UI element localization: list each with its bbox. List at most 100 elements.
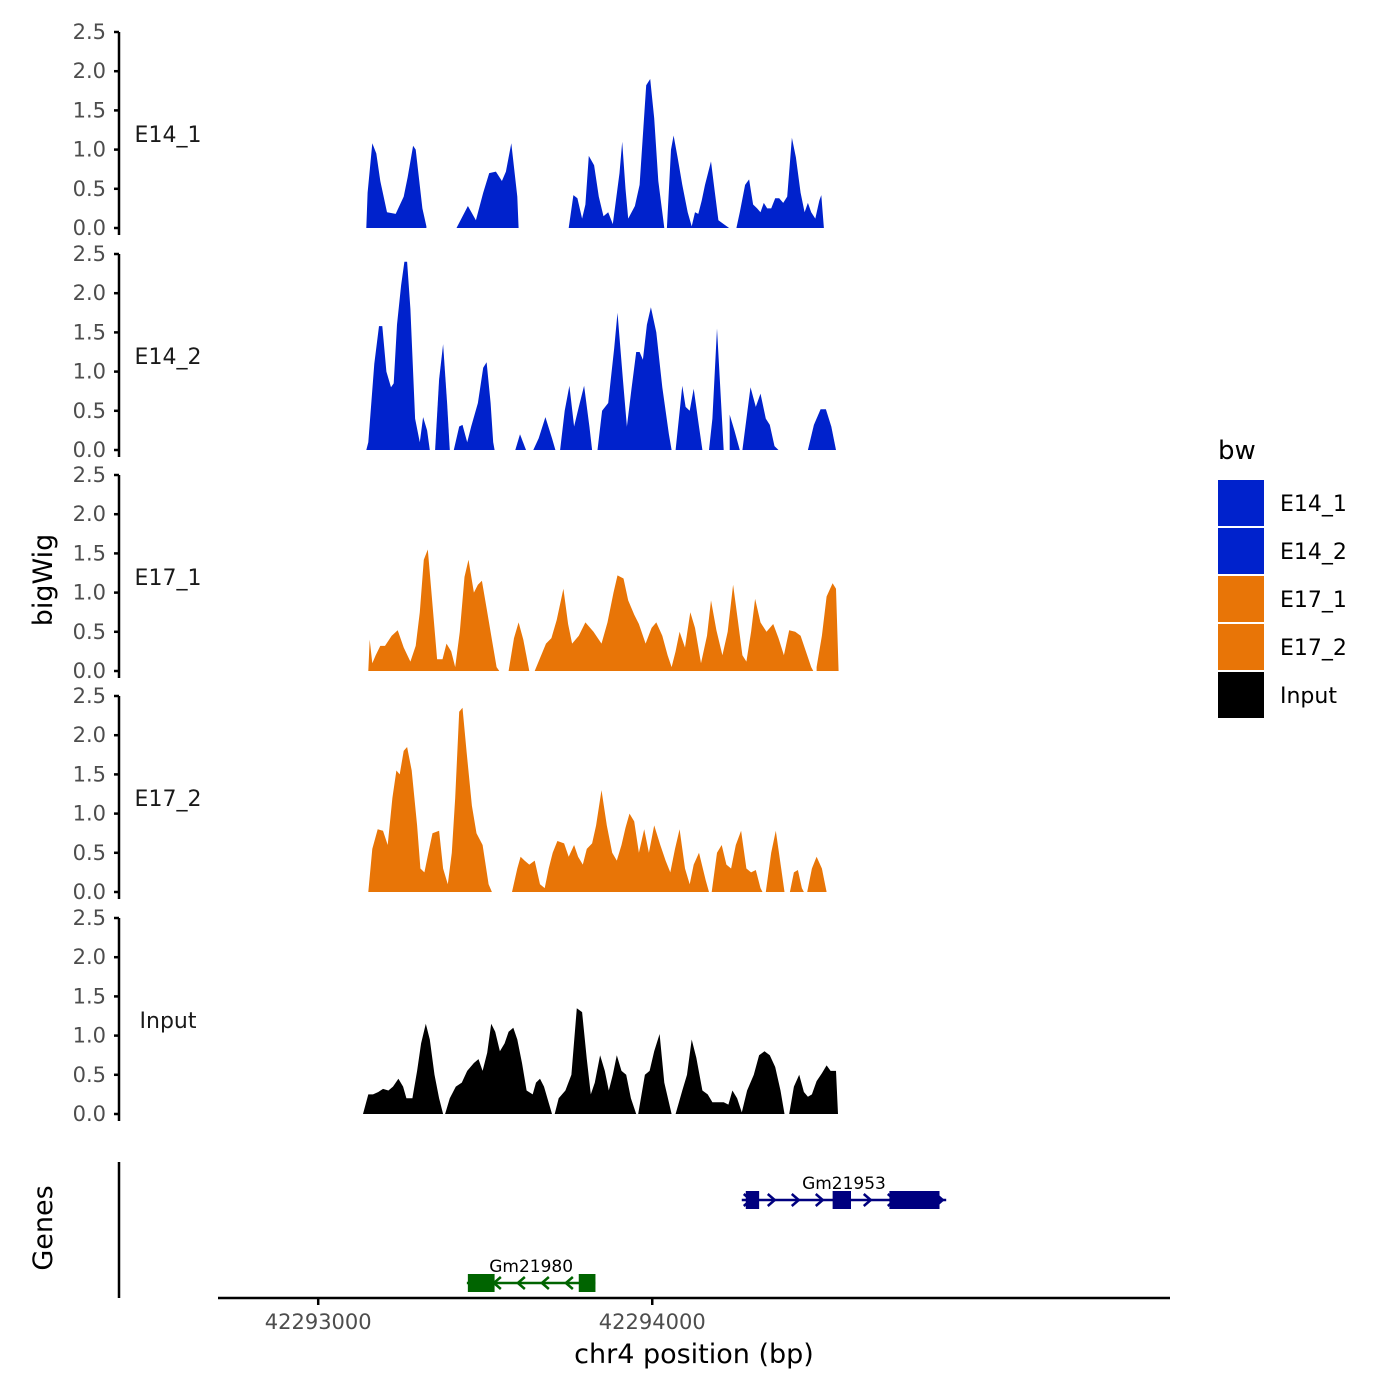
legend-label-e17-1: E17_1 [1280, 588, 1347, 613]
area-e14-2-4 [533, 417, 556, 450]
legend-swatch-input [1218, 672, 1264, 718]
y-tick-label: 1.0 [73, 1024, 106, 1048]
coverage-tracks: 0.0 0.5 1.0 1.5 2.0 2.5 E14_1 0.0 0.5 1.0 1.5 2.0 2.… [73, 20, 839, 1126]
y-tick-label: 0.0 [73, 438, 106, 462]
y-tick-label: 1.0 [73, 802, 106, 826]
track-label-e17-2: E17_2 [135, 787, 202, 812]
y-tick-label: 2.0 [73, 945, 106, 969]
area-e14-2-10 [742, 387, 779, 450]
area-e14-1-3 [666, 135, 730, 228]
y-tick-label: 1.5 [73, 984, 106, 1008]
y-tick-label: 1.5 [73, 762, 106, 786]
track-e17-1: 0.0 0.5 1.0 1.5 2.0 2.5 E17_1 [73, 463, 839, 683]
x-tick-label: 42294000 [599, 1310, 706, 1334]
genes-panel: Genes Gm21953 Gm21980 [28, 1162, 947, 1298]
y-tick-label: 2.5 [73, 684, 106, 708]
area-e17-1-0 [368, 549, 500, 671]
y-tick-label: 1.5 [73, 320, 106, 344]
legend-label-input: Input [1280, 684, 1337, 709]
area-e14-2-5 [560, 385, 593, 450]
track-label-e14-2: E14_2 [135, 345, 202, 370]
track-e17-2: 0.0 0.5 1.0 1.5 2.0 2.5 E17_2 [73, 684, 827, 904]
legend-label-e17-2: E17_2 [1280, 636, 1347, 661]
area-e17-2-2 [711, 830, 763, 892]
gene-gm21953: Gm21953 [741, 1174, 947, 1209]
area-e14-2-8 [709, 328, 724, 450]
legend-swatch-e17-2 [1218, 624, 1264, 670]
y-tick-label: 1.0 [73, 138, 106, 162]
gene-label-gm21980: Gm21980 [489, 1257, 573, 1277]
area-e14-2-9 [729, 414, 740, 450]
track-input: 0.0 0.5 1.0 1.5 2.0 2.5 Input [73, 906, 838, 1126]
area-e17-2-3 [765, 830, 785, 892]
y-tick-label: 1.5 [73, 541, 106, 565]
y-tick-label: 1.0 [73, 581, 106, 605]
gene-exon [745, 1191, 760, 1209]
y-tick-label: 1.5 [73, 98, 106, 122]
area-e14-2-0 [366, 261, 430, 450]
strand-chevron [862, 1193, 873, 1207]
y-tick-label: 2.5 [73, 463, 106, 487]
legend-label-e14-1: E14_1 [1280, 492, 1347, 517]
strand-chevron [515, 1276, 526, 1290]
legend-swatch-e14-1 [1218, 480, 1264, 526]
area-e17-2-0 [368, 707, 492, 892]
area-input-3 [638, 1034, 672, 1114]
track-label-e14-1: E14_1 [135, 123, 202, 148]
gene-label-gm21953: Gm21953 [802, 1174, 886, 1194]
gene-exon [889, 1191, 940, 1209]
y-tick-label: 2.5 [73, 906, 106, 930]
legend-label-e14-2: E14_2 [1280, 540, 1347, 565]
area-e14-2-2 [453, 362, 495, 450]
area-e14-2-11 [807, 409, 836, 450]
area-e14-1-4 [736, 137, 824, 228]
legend-swatch-e17-1 [1218, 576, 1264, 622]
gene-exon [578, 1274, 596, 1292]
area-e14-2-7 [675, 385, 703, 450]
x-tick-label: 42293000 [265, 1310, 372, 1334]
area-e17-2-4 [789, 870, 804, 892]
y-tick-label: 2.0 [73, 723, 106, 747]
y-tick-label: 0.5 [73, 177, 106, 201]
track-label-e17-1: E17_1 [135, 566, 202, 591]
area-e17-2-5 [807, 856, 827, 892]
y-tick-label: 1.0 [73, 360, 106, 384]
area-e17-1-1 [508, 622, 530, 671]
area-e14-1-1 [456, 143, 519, 228]
gene-exon [832, 1191, 851, 1209]
track-label-input: Input [140, 1009, 197, 1034]
legend-title: bw [1218, 436, 1256, 466]
y-tick-label: 0.0 [73, 216, 106, 240]
y-tick-label: 0.0 [73, 659, 106, 683]
y-tick-label: 2.0 [73, 502, 106, 526]
strand-chevron [563, 1276, 574, 1290]
gene-gm21980: Gm21980 [466, 1257, 596, 1292]
strand-chevron [790, 1193, 801, 1207]
y-tick-label: 2.5 [73, 20, 106, 44]
strand-chevron [814, 1193, 825, 1207]
area-input-0 [363, 1023, 444, 1114]
y-tick-label: 2.0 [73, 59, 106, 83]
area-e14-2-6 [597, 307, 672, 450]
legend-swatch-e14-2 [1218, 528, 1264, 574]
y-tick-label: 0.5 [73, 841, 106, 865]
area-e14-1-0 [366, 143, 427, 228]
area-input-2 [554, 1008, 637, 1114]
area-input-5 [789, 1065, 838, 1114]
y-tick-label: 2.0 [73, 281, 106, 305]
y-tick-label: 0.0 [73, 1102, 106, 1126]
x-axis-title: chr4 position (bp) [574, 1339, 814, 1370]
area-e14-2-3 [515, 434, 526, 450]
area-input-4 [675, 1039, 785, 1114]
gene-exon [467, 1274, 495, 1292]
y-tick-label: 0.0 [73, 880, 106, 904]
area-e17-1-2 [534, 575, 814, 671]
track-e14-1: 0.0 0.5 1.0 1.5 2.0 2.5 E14_1 [73, 20, 824, 240]
y-tick-label: 0.5 [73, 1063, 106, 1087]
genes-axis-title: Genes [28, 1185, 59, 1270]
track-e14-2: 0.0 0.5 1.0 1.5 2.0 2.5 E14_2 [73, 242, 836, 462]
y-axis-title: bigWig [28, 534, 59, 627]
y-tick-label: 0.5 [73, 620, 106, 644]
y-tick-label: 0.5 [73, 399, 106, 423]
